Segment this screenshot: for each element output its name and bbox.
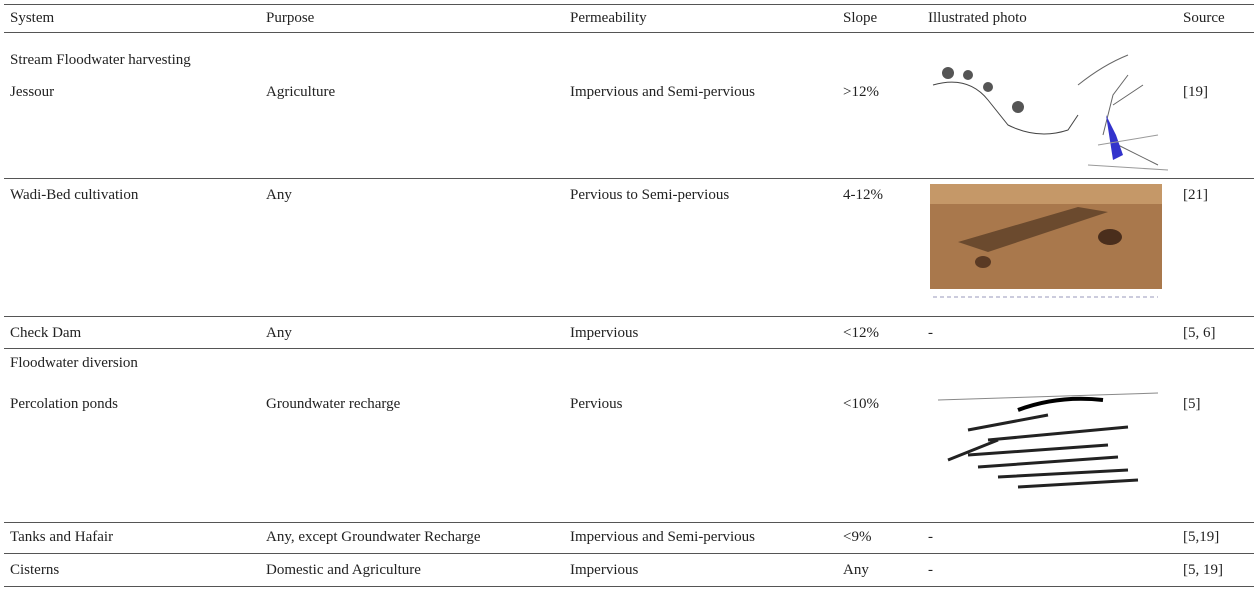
rule	[4, 4, 1254, 5]
group-label: Stream Floodwater harvesting	[10, 51, 191, 69]
system-cell: Percolation ponds	[10, 395, 118, 413]
source-cell: [5, 6]	[1183, 324, 1216, 342]
photo-cell: -	[928, 528, 933, 546]
purpose-cell: Groundwater recharge	[266, 395, 400, 413]
system-cell: Jessour	[10, 83, 54, 101]
rule	[4, 32, 1254, 33]
rule	[4, 348, 1254, 349]
slope-cell: Any	[843, 561, 869, 579]
source-cell: [19]	[1183, 83, 1208, 101]
slope-cell: <10%	[843, 395, 879, 413]
header-cell: Illustrated photo	[928, 9, 1027, 27]
slope-cell: 4-12%	[843, 186, 883, 204]
header-cell: Permeability	[570, 9, 647, 27]
rule	[4, 316, 1254, 317]
photo-cell: -	[928, 561, 933, 579]
slope-cell: <9%	[843, 528, 871, 546]
wadi-bed-photo	[928, 182, 1164, 304]
source-cell: [21]	[1183, 186, 1208, 204]
system-cell: Check Dam	[10, 324, 81, 342]
purpose-cell: Any	[266, 324, 292, 342]
rule	[4, 522, 1254, 523]
group-label: Floodwater diversion	[10, 354, 138, 372]
rule	[4, 553, 1254, 554]
system-cell: Cisterns	[10, 561, 59, 579]
permeability-cell: Pervious to Semi-pervious	[570, 186, 729, 204]
rule	[4, 178, 1254, 179]
header-cell: System	[10, 9, 54, 27]
purpose-cell: Any	[266, 186, 292, 204]
photo-cell: -	[928, 324, 933, 342]
system-cell: Wadi-Bed cultivation	[10, 186, 138, 204]
source-cell: [5]	[1183, 395, 1201, 413]
rule	[4, 586, 1254, 587]
permeability-cell: Impervious and Semi-pervious	[570, 528, 755, 546]
permeability-cell: Impervious and Semi-pervious	[570, 83, 755, 101]
table: System Purpose Permeability Slope Illustrate…	[0, 0, 1256, 592]
system-cell: Tanks and Hafair	[10, 528, 113, 546]
slope-cell: >12%	[843, 83, 879, 101]
source-cell: [5,19]	[1183, 528, 1219, 546]
permeability-cell: Impervious	[570, 561, 638, 579]
permeability-cell: Impervious	[570, 324, 638, 342]
permeability-cell: Pervious	[570, 395, 623, 413]
purpose-cell: Domestic and Agriculture	[266, 561, 421, 579]
header-cell: Slope	[843, 9, 877, 27]
source-cell: [5, 19]	[1183, 561, 1223, 579]
purpose-cell: Agriculture	[266, 83, 335, 101]
slope-cell: <12%	[843, 324, 879, 342]
header-cell: Source	[1183, 9, 1225, 27]
jessour-illustration	[928, 45, 1173, 173]
purpose-cell: Any, except Groundwater Recharge	[266, 528, 481, 546]
header-cell: Purpose	[266, 9, 314, 27]
percolation-ponds-illustration	[928, 385, 1168, 497]
